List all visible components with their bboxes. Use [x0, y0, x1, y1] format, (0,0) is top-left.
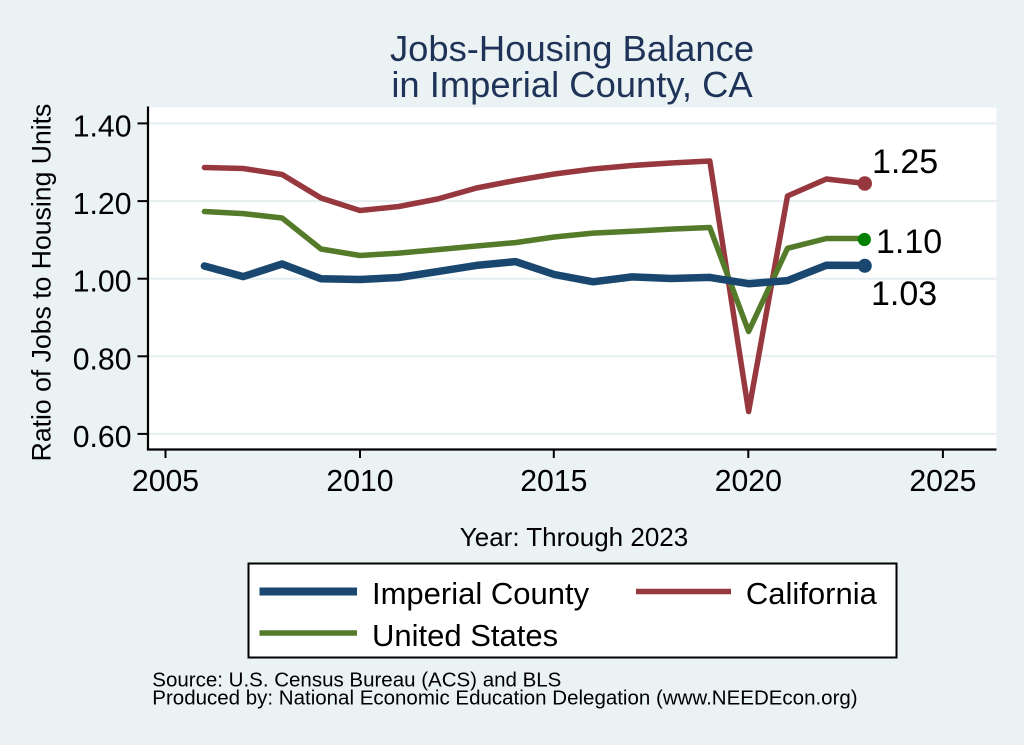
svg-text:1.20: 1.20 — [73, 188, 132, 221]
svg-text:2025: 2025 — [909, 465, 976, 498]
svg-text:Ratio of Jobs to Housing Units: Ratio of Jobs to Housing Units — [27, 104, 57, 462]
svg-text:United States: United States — [372, 618, 558, 653]
svg-text:1.25: 1.25 — [872, 143, 938, 181]
svg-text:Jobs-Housing Balance: Jobs-Housing Balance — [390, 28, 754, 69]
svg-text:1.10: 1.10 — [876, 223, 942, 261]
svg-text:2015: 2015 — [520, 465, 587, 498]
svg-text:1.00: 1.00 — [73, 266, 132, 299]
svg-text:California: California — [746, 576, 878, 611]
svg-text:0.80: 0.80 — [73, 343, 132, 376]
svg-text:in Imperial County, CA: in Imperial County, CA — [391, 64, 753, 105]
svg-text:Imperial County: Imperial County — [372, 576, 590, 611]
svg-text:Year: Through 2023: Year: Through 2023 — [460, 522, 688, 552]
svg-text:0.60: 0.60 — [73, 421, 132, 454]
svg-text:1.40: 1.40 — [73, 110, 132, 143]
svg-text:2010: 2010 — [326, 465, 393, 498]
svg-text:2020: 2020 — [715, 465, 782, 498]
svg-text:1.03: 1.03 — [871, 275, 937, 313]
svg-text:Source: U.S. Census Bureau (AC: Source: U.S. Census Bureau (ACS) and BLS — [152, 669, 561, 692]
svg-text:2005: 2005 — [132, 465, 199, 498]
svg-text:Produced by: National Economic: Produced by: National Economic Education… — [152, 687, 857, 710]
